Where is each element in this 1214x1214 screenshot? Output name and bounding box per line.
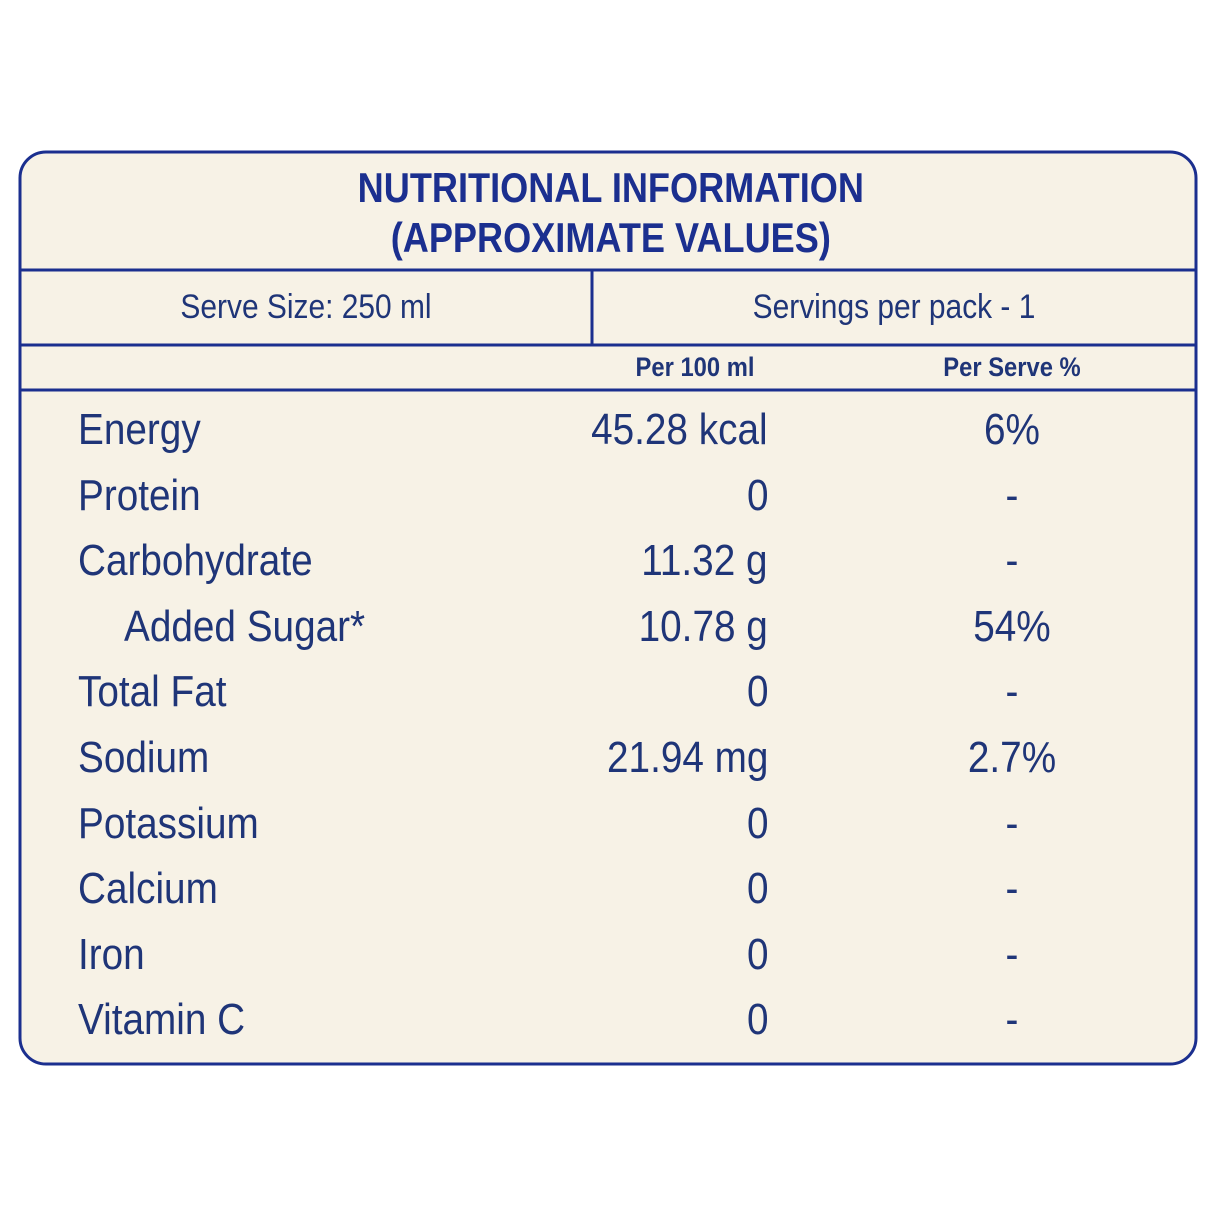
nutrient-name: Iron (78, 929, 145, 979)
per-serve-value: - (1005, 536, 1019, 586)
servings: Servings per pack - 1 (752, 288, 1036, 326)
per-100-value: 0 (746, 667, 768, 717)
nutrient-name: Vitamin C (78, 995, 246, 1045)
per-serve-value: 6% (984, 405, 1040, 454)
per-100-value: 0 (746, 929, 768, 979)
per-serve-value: - (1005, 667, 1019, 717)
per-100-value: 0 (746, 798, 768, 848)
nutrient-name: Protein (78, 470, 201, 520)
per-100-value: 0 (746, 995, 768, 1045)
per-serve-value: 54% (973, 601, 1051, 651)
per-100-value: 0 (746, 470, 768, 520)
title: NUTRITIONAL INFORMATION (357, 164, 864, 211)
per-100-value: 45.28 kcal (591, 405, 768, 454)
nutrient-name: Carbohydrate (78, 536, 313, 586)
per-100-value: 21.94 mg (606, 733, 768, 782)
nutrient-name: Potassium (78, 798, 259, 848)
nutrient-name: Calcium (78, 864, 218, 914)
per-100-value: 10.78 g (638, 601, 768, 651)
title: (APPROXIMATE VALUES) (390, 214, 831, 261)
column-header: Per 100 ml (635, 352, 755, 382)
label-box (18, 150, 1198, 1066)
nutrient-name: Energy (78, 405, 201, 454)
per-serve-value: - (1005, 995, 1019, 1045)
per-serve-value: - (1005, 798, 1019, 848)
nutrient-name: Sodium (78, 733, 210, 782)
nutrient-name: Total Fat (78, 667, 227, 717)
per-serve-value: - (1005, 929, 1019, 979)
per-100-value: 0 (746, 864, 768, 914)
column-header: Per Serve % (943, 352, 1081, 382)
nutrient-name: Added Sugar* (124, 601, 366, 651)
serve-size: Serve Size: 250 ml (180, 288, 432, 326)
per-serve-value: - (1005, 470, 1019, 520)
per-serve-value: 2.7% (967, 733, 1057, 782)
per-100-value: 11.32 g (641, 536, 768, 586)
per-serve-value: - (1005, 864, 1019, 914)
